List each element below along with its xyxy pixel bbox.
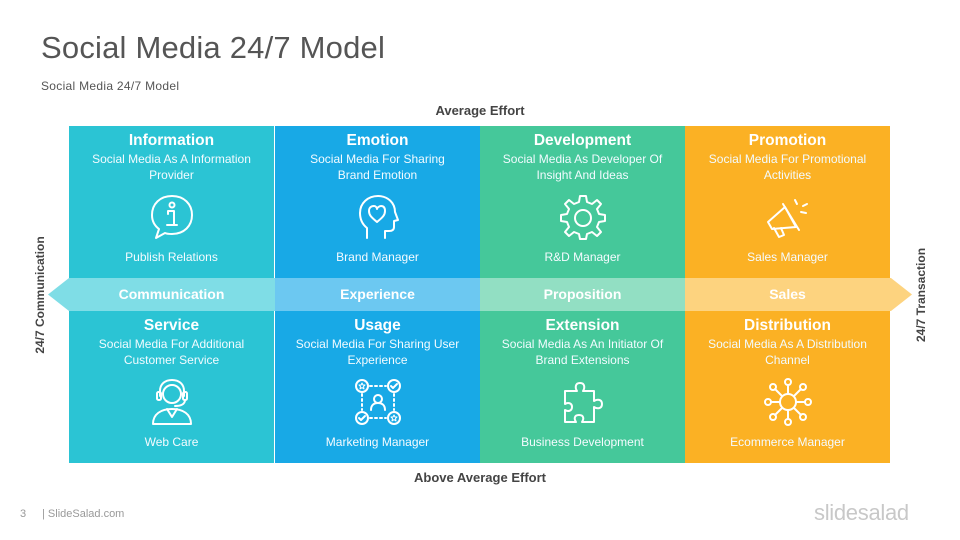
card-emotion: Emotion Social Media For Sharing Brand Em… (275, 126, 480, 278)
card-description: Social Media For Sharing User Experience (295, 337, 460, 367)
card-title: Promotion (748, 132, 827, 149)
card-role: Brand Manager (336, 250, 419, 264)
card-description: Social Media For Promotional Activities (708, 152, 867, 182)
card-role: Marketing Manager (325, 435, 430, 449)
axis-label-left: 24/7 Communication (33, 236, 47, 354)
axis-label-top: Average Effort (435, 103, 525, 118)
card-description: Social Media As An Initiator Of Brand Ext… (501, 337, 664, 367)
head-heart-icon (359, 195, 399, 239)
footer-site-link[interactable]: | SlideSalad.com (42, 508, 125, 520)
band-label-sales: Sales (769, 286, 806, 302)
network-hub-icon (764, 378, 812, 426)
card-role: Ecommerce Manager (730, 435, 845, 449)
card-description: Social Media As A Distribution Channel (708, 337, 867, 367)
band-label-experience: Experience (340, 286, 415, 302)
puzzle-icon (564, 382, 603, 423)
headset-agent-icon (152, 379, 192, 425)
band-label-proposition: Proposition (543, 286, 622, 302)
card-description: Social Media As A Information Provider (92, 152, 251, 182)
card-role: Sales Manager (747, 250, 828, 264)
card-distribution: Distribution Social Media As A Distribut… (685, 311, 890, 463)
card-title: Emotion (346, 132, 409, 149)
card-title: Information (128, 132, 215, 149)
card-information: Information Social Media As A Informatio… (69, 126, 274, 278)
category-band-arrow (48, 278, 912, 311)
page-title: Social Media 24/7 Model (41, 30, 386, 65)
user-network-icon (355, 379, 401, 425)
card-description: Social Media For Sharing Brand Emotion (310, 152, 445, 182)
card-development: Development Social Media As Developer Of… (480, 126, 685, 278)
axis-label-bottom: Above Average Effort (414, 470, 546, 485)
card-title: Service (143, 317, 200, 334)
card-role: Web Care (144, 435, 199, 449)
card-description: Social Media For Additional Customer Serv… (98, 337, 245, 367)
info-bubble-icon (151, 195, 193, 239)
card-service: Service Social Media For Additional Custo… (69, 311, 274, 463)
axis-label-right: 24/7 Transaction (914, 247, 928, 343)
card-extension: Extension Social Media As An Initiator O… (480, 311, 685, 463)
card-description: Social Media As Developer Of Insight And … (502, 152, 663, 182)
page-subtitle: Social Media 24/7 Model (41, 79, 180, 93)
card-role: Publish Relations (125, 250, 218, 264)
brand-logo: slidesalad (814, 500, 909, 525)
card-title: Development (533, 132, 632, 149)
megaphone-icon (767, 199, 808, 238)
card-title: Usage (354, 317, 401, 334)
page-number: 3 (20, 508, 27, 520)
card-role: Business Development (521, 435, 644, 449)
card-usage: Usage Social Media For Sharing User Exper… (275, 311, 480, 463)
card-role: R&D Manager (544, 250, 621, 264)
card-title: Distribution (744, 317, 831, 334)
band-label-communication: Communication (118, 286, 225, 302)
card-promotion: Promotion Social Media For Promotional Ac… (685, 126, 890, 278)
card-title: Extension (545, 317, 620, 334)
gear-icon (560, 195, 606, 240)
